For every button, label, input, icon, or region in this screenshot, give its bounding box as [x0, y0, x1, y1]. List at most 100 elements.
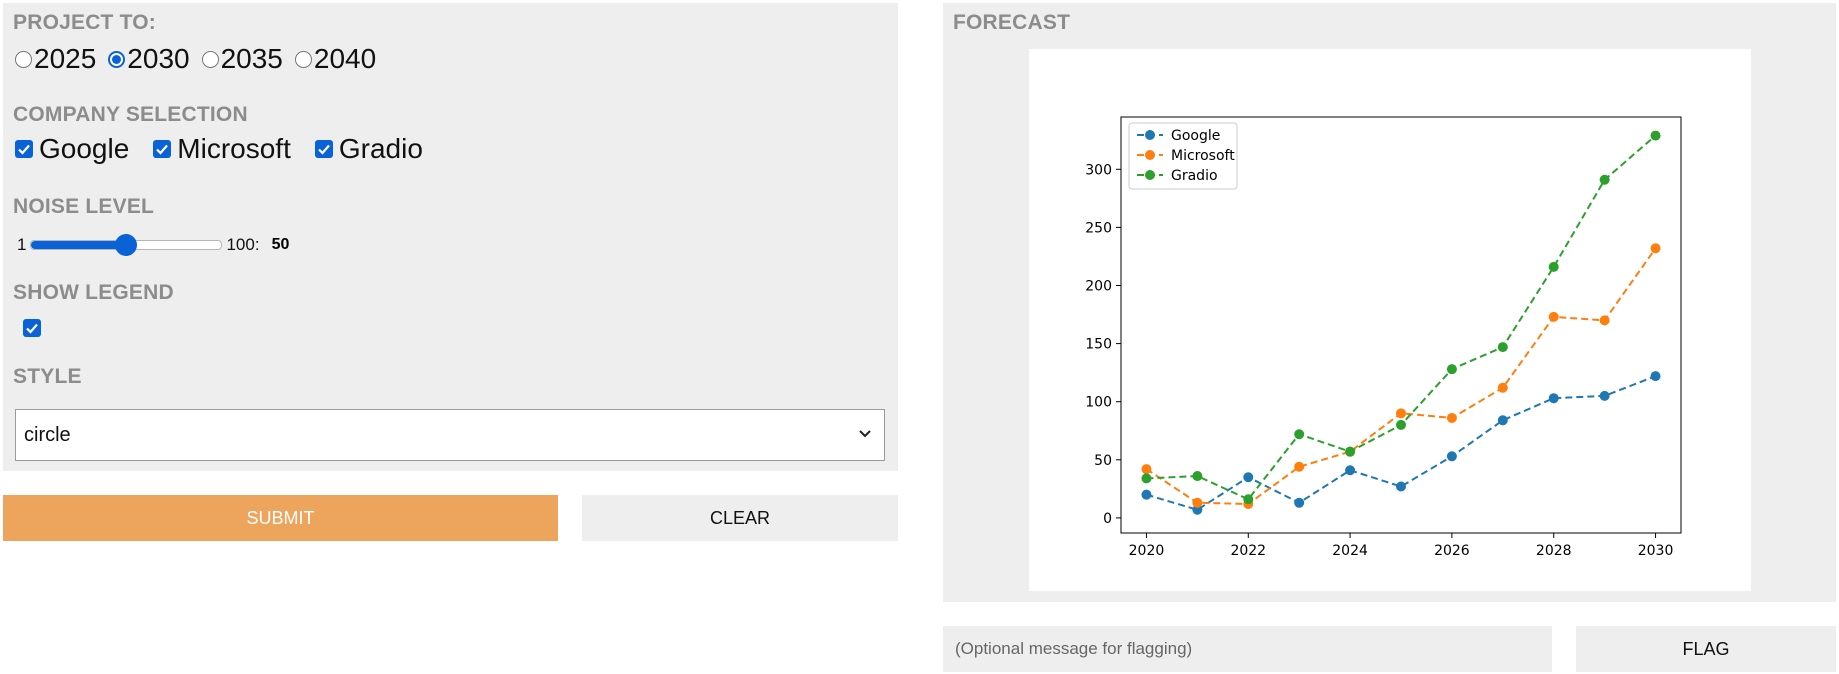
data-point: [1650, 130, 1661, 141]
radio-label: 2040: [313, 43, 377, 74]
x-tick-label: 2020: [1129, 543, 1165, 559]
clear-button[interactable]: CLEAR: [582, 495, 898, 541]
data-point: [1497, 342, 1508, 353]
y-tick-label: 0: [1103, 511, 1112, 527]
chevron-down-icon: [858, 426, 872, 444]
legend-label: Google: [1171, 128, 1220, 144]
data-point: [1548, 261, 1559, 272]
submit-button[interactable]: SUBMIT: [3, 495, 558, 541]
legend-label: Gradio: [1171, 168, 1218, 184]
data-point: [1446, 451, 1457, 462]
data-point: [1497, 382, 1508, 393]
style-select-value: circle: [24, 423, 71, 446]
data-point: [1345, 446, 1356, 457]
data-point: [1243, 472, 1254, 483]
company-selection-label: COMPANY SELECTION: [13, 103, 248, 126]
slider-max-label: 100:: [226, 235, 260, 254]
data-point: [1396, 408, 1406, 419]
series-line-gradio: [1146, 134, 1657, 501]
series-line-google: [1146, 375, 1656, 511]
legend-marker: [1145, 130, 1155, 140]
check-icon[interactable]: [153, 140, 172, 158]
data-point: [1446, 364, 1457, 375]
data-point: [1650, 371, 1661, 382]
legend-box: [1128, 122, 1238, 190]
y-tick-label: 150: [1085, 337, 1112, 353]
data-point: [1192, 471, 1203, 482]
x-tick-label: 2026: [1434, 543, 1470, 559]
y-tick-label: 300: [1085, 162, 1112, 178]
style-select[interactable]: circle: [15, 409, 885, 461]
checkbox-microsoft[interactable]: Microsoft: [153, 133, 291, 165]
radio-label: 2030: [127, 43, 190, 74]
radio-circle[interactable]: [294, 50, 312, 68]
data-point: [1396, 419, 1406, 430]
data-point: [1599, 315, 1610, 326]
input-panel: PROJECT TO: 2025 2030 2035 2040 COMPANY …: [3, 3, 898, 471]
show-legend-label: SHOW LEGEND: [13, 281, 174, 304]
noise-level-slider-row: 1 100: 50: [17, 234, 290, 256]
radio-label: 2035: [220, 43, 283, 74]
data-point: [1192, 504, 1203, 515]
data-point: [1141, 464, 1152, 475]
x-tick-label: 2028: [1536, 543, 1572, 559]
slider-value: 50: [271, 236, 290, 253]
data-point: [1294, 429, 1305, 440]
radio-circle[interactable]: [201, 50, 219, 68]
radio-2030[interactable]: 2030: [108, 43, 190, 75]
data-point: [1294, 497, 1305, 508]
radio-circle[interactable]: [15, 50, 32, 68]
legend-label: Microsoft: [1171, 148, 1235, 164]
data-point: [1497, 415, 1508, 426]
data-point: [1345, 465, 1356, 476]
check-icon[interactable]: [23, 319, 41, 337]
checkbox-label: Microsoft: [177, 133, 291, 164]
radio-2035[interactable]: 2035: [201, 43, 283, 75]
data-point: [1548, 393, 1559, 404]
forecast-plot: 2020 2022 2024 2026 2028 2030 0 50 100 150 200 250 3…: [1029, 49, 1751, 591]
y-tick-label: 250: [1085, 220, 1112, 236]
output-panel: FORECAST 2020 2022 2024 2026 2028 2030 0 50 100 1…: [943, 3, 1836, 602]
data-point: [1599, 174, 1610, 185]
checkbox-label: Google: [39, 133, 130, 164]
noise-level-label: NOISE LEVEL: [13, 195, 155, 218]
legend-marker: [1145, 150, 1155, 160]
radio-2040[interactable]: 2040: [294, 43, 377, 75]
company-checkbox-group: Google Microsoft Gradio: [15, 133, 447, 165]
project-to-radio-group: 2025 2030 2035 2040: [15, 43, 388, 75]
radio-2025[interactable]: 2025: [15, 43, 96, 75]
data-point: [1650, 243, 1661, 254]
data-point: [1141, 473, 1152, 484]
x-tick-label: 2022: [1230, 543, 1266, 559]
series-line-microsoft: [1145, 247, 1657, 505]
show-legend-checkbox[interactable]: [23, 319, 47, 337]
x-tick-label: 2030: [1638, 543, 1674, 559]
checkbox-google[interactable]: Google: [15, 133, 129, 165]
slider-fill: [31, 241, 126, 249]
plot-frame: [1120, 116, 1682, 534]
flag-message-input[interactable]: (Optional message for flagging): [943, 626, 1552, 672]
checkbox-label: Gradio: [338, 133, 423, 164]
radio-circle-selected[interactable]: [108, 50, 126, 68]
data-point: [1141, 489, 1152, 500]
legend-marker: [1145, 170, 1155, 180]
data-point: [1396, 481, 1406, 492]
forecast-chart: 2020 2022 2024 2026 2028 2030 0 50 100 150 200 250 3…: [1085, 116, 1682, 559]
style-label: STYLE: [13, 365, 82, 388]
y-tick-label: 100: [1085, 395, 1112, 411]
x-tick-label: 2024: [1332, 543, 1368, 559]
forecast-label: FORECAST: [953, 11, 1071, 34]
checkbox-gradio[interactable]: Gradio: [314, 133, 423, 165]
project-to-label: PROJECT TO:: [13, 11, 156, 34]
radio-label: 2025: [34, 43, 97, 74]
flag-button[interactable]: FLAG: [1576, 626, 1836, 672]
data-point: [1243, 494, 1254, 505]
noise-level-slider[interactable]: [30, 234, 223, 256]
data-point: [1548, 311, 1559, 322]
slider-min-label: 1: [17, 235, 27, 254]
check-icon[interactable]: [314, 140, 333, 158]
slider-thumb[interactable]: [114, 234, 137, 256]
data-point: [1294, 461, 1305, 472]
check-icon[interactable]: [15, 140, 33, 158]
data-point: [1446, 412, 1457, 423]
